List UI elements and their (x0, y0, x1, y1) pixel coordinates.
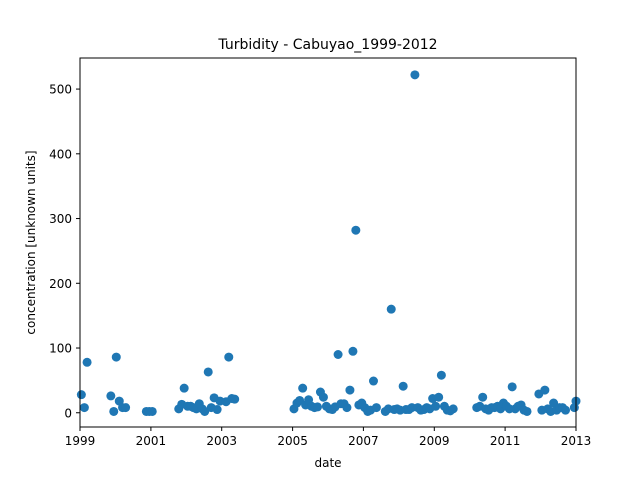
data-point (313, 402, 323, 412)
data-point (212, 405, 222, 415)
data-point (368, 376, 378, 386)
data-point (342, 403, 352, 413)
x-tick-label: 2011 (490, 434, 521, 448)
data-points (76, 70, 581, 416)
data-point (522, 406, 532, 416)
data-point (436, 370, 446, 380)
data-point (478, 392, 488, 402)
data-point (147, 406, 157, 416)
x-axis-label: date (314, 456, 341, 470)
y-tick-label: 100 (49, 342, 72, 356)
y-tick-label: 500 (49, 83, 72, 97)
x-tick-label: 2001 (136, 434, 167, 448)
data-point (351, 225, 361, 235)
y-tick-label: 300 (49, 212, 72, 226)
data-point (203, 367, 213, 377)
x-tick-label: 2005 (277, 434, 308, 448)
axis-ticks: 1999 2001 2003 2005 2007 2009 2011 2013 0 100 200 3… (49, 83, 591, 448)
data-point (200, 406, 210, 416)
y-axis-label: concentration [unknown units] (24, 150, 38, 334)
x-tick-label: 2013 (561, 434, 592, 448)
data-point (298, 383, 308, 393)
data-point (318, 392, 328, 402)
data-point (386, 304, 396, 314)
y-tick-label: 200 (49, 277, 72, 291)
y-tick-label: 400 (49, 147, 72, 161)
data-point (76, 390, 86, 400)
x-tick-label: 2009 (419, 434, 450, 448)
data-point (179, 383, 189, 393)
data-point (448, 404, 458, 414)
data-point (111, 352, 121, 362)
data-point (333, 349, 343, 359)
data-point (507, 382, 517, 392)
chart-title: Turbidity - Cabuyao_1999-2012 (217, 37, 437, 53)
data-point (348, 346, 358, 356)
data-point (109, 406, 119, 416)
data-point (561, 405, 571, 415)
data-point (230, 394, 240, 404)
data-point (79, 403, 89, 413)
data-point (398, 381, 408, 391)
x-tick-label: 2003 (206, 434, 237, 448)
data-point (431, 401, 441, 411)
x-tick-label: 1999 (65, 434, 96, 448)
data-point (345, 385, 355, 395)
data-point (224, 352, 234, 362)
data-point (106, 391, 116, 401)
plot-frame (79, 57, 577, 428)
x-tick-label: 2007 (348, 434, 379, 448)
y-tick-label: 0 (64, 406, 72, 420)
data-point (121, 403, 131, 413)
data-point (434, 392, 444, 402)
data-point (371, 403, 381, 413)
data-point (82, 357, 92, 367)
data-point (410, 70, 420, 80)
data-point (540, 385, 550, 395)
